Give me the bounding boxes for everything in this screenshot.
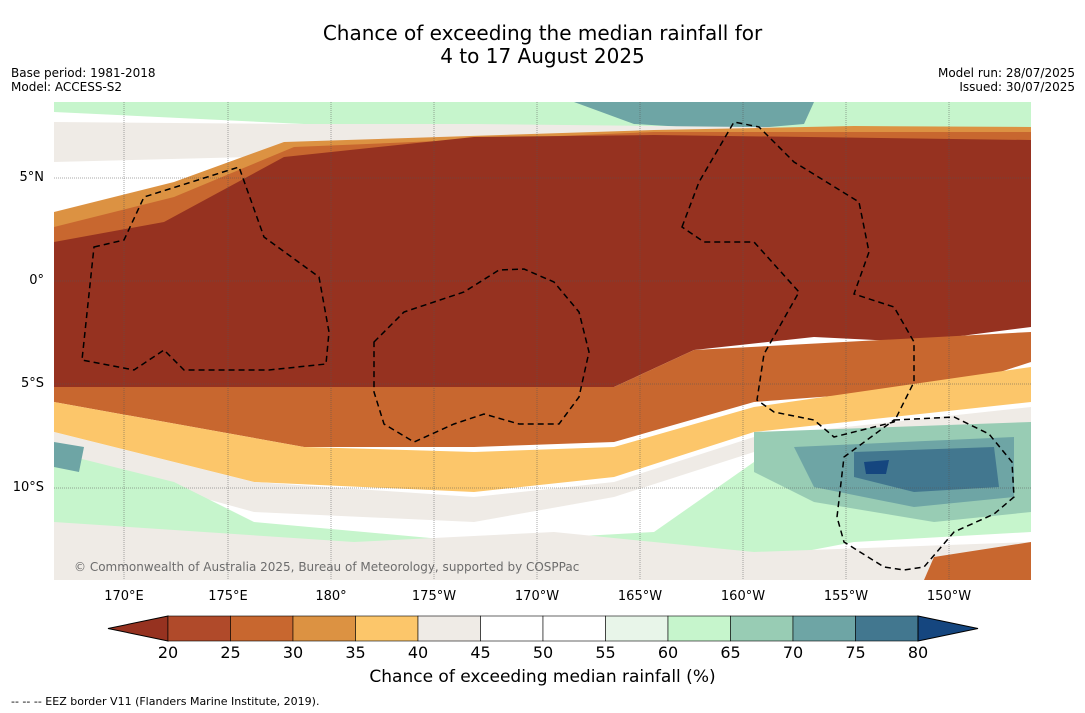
copyright-text: © Commonwealth of Australia 2025, Bureau… [74, 560, 579, 574]
colorbar-tick-label: 40 [407, 643, 429, 662]
north-teal-patch [574, 102, 814, 130]
map-svg: © Commonwealth of Australia 2025, Bureau… [54, 102, 1031, 580]
issued-date: Issued: 30/07/2025 [959, 80, 1075, 94]
colorbar-cell [480, 615, 544, 642]
lon-label-180: 180° [315, 589, 347, 604]
lon-label-150w: 150°W [926, 589, 972, 604]
colorbar-cell [792, 615, 856, 642]
lat-label-10s: 10°S [12, 480, 44, 495]
colorbar-tick-label: 30 [282, 643, 304, 662]
southwest-teal-patch [54, 442, 84, 472]
model-name: Model: ACCESS-S2 [11, 80, 123, 94]
south-bottom-light [54, 522, 1031, 580]
colorbar-cell [355, 615, 419, 642]
colorbar-tick-label: 65 [720, 643, 741, 662]
colorbar-tick-label: 55 [595, 643, 616, 662]
south-orange-band [54, 332, 1031, 447]
lon-label-175w: 175°W [411, 589, 457, 604]
meta-left: Base period: 1981-2018 Model: ACCESS-S2 [11, 66, 156, 94]
colorbar-tick-label: 45 [470, 643, 491, 662]
model-run: Model run: 28/07/2025 [937, 66, 1075, 80]
eez-legend-text: -- -- -- EEZ border V11 (Flanders Marine… [11, 695, 320, 708]
lat-label-0: 0° [29, 273, 44, 288]
colorbar-cell [417, 615, 481, 642]
colorbar-tick-label: 80 [907, 643, 929, 662]
colorbar-tick-label: 50 [532, 643, 554, 662]
map-title-line2: 4 to 17 August 2025 [440, 44, 645, 68]
colorbar-tick-label: 35 [345, 643, 366, 662]
lon-label-175e: 175°E [208, 589, 248, 604]
colorbar-label: Chance of exceeding median rainfall (%) [369, 667, 716, 687]
south-darkblue-patch [864, 460, 889, 474]
colorbar-tick-label: 20 [157, 643, 179, 662]
colorbar-cell [167, 615, 231, 642]
dry-core-region [54, 135, 1031, 392]
eez-borders [81, 121, 1015, 571]
colorbar-cell [292, 615, 356, 642]
colorbar-cell [855, 615, 919, 642]
south-bottom-orange [924, 542, 1031, 580]
base-period: Base period: 1981-2018 [11, 66, 156, 80]
colorbar-cell [667, 615, 731, 642]
lon-label-165w: 165°W [617, 589, 663, 604]
lon-label-170w: 170°W [514, 589, 560, 604]
map-title-line1: Chance of exceeding the median rainfall … [322, 21, 763, 45]
colorbar-extend-low [107, 615, 169, 642]
colorbar-extend-high [917, 615, 979, 642]
colorbar-cell [605, 615, 669, 642]
colorbar-cell [230, 615, 294, 642]
south-blue-patch [854, 447, 999, 492]
graticule [54, 102, 1031, 580]
colorbar-cell [542, 615, 606, 642]
meta-right: Model run: 28/07/2025 Issued: 30/07/2025 [938, 66, 1075, 94]
south-yellow-band [54, 367, 1031, 492]
lon-label-155w: 155°W [823, 589, 869, 604]
rainfall-map: © Commonwealth of Australia 2025, Bureau… [54, 102, 1031, 580]
lon-label-160w: 160°W [720, 589, 766, 604]
colorbar-cell [730, 615, 794, 642]
colorbar-tick-label: 60 [657, 643, 679, 662]
lat-label-5n: 5°N [19, 170, 45, 185]
lat-label-5s: 5°S [20, 376, 44, 391]
colorbar-tick-label: 75 [845, 643, 866, 662]
colorbar-tick-label: 25 [220, 643, 241, 662]
colorbar-tick-label: 70 [782, 643, 804, 662]
lon-label-170e: 170°E [104, 589, 144, 604]
